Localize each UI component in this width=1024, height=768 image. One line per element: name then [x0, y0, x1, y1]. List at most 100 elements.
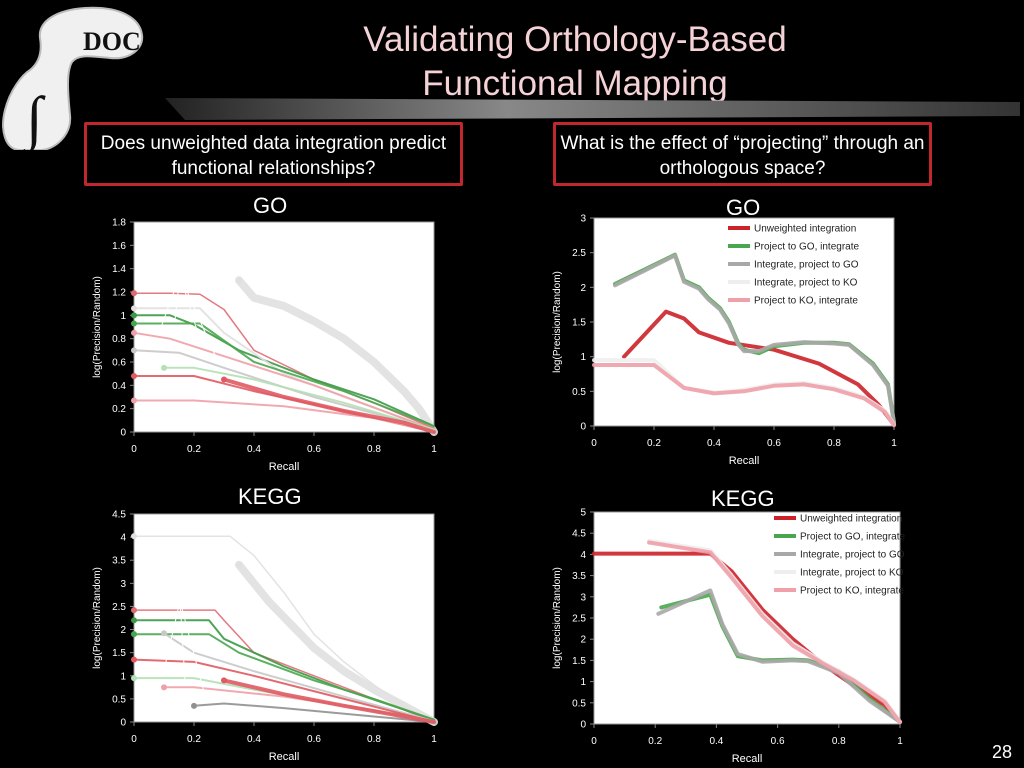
x-tick-label: 0.6: [307, 734, 321, 745]
y-tick-label: 1.5: [572, 656, 586, 667]
series-marker: [131, 675, 137, 682]
y-tick-label: 1.4: [112, 264, 126, 275]
annotation-pointer: [179, 274, 216, 356]
y-tick-label: 1.5: [112, 648, 126, 659]
y-tick-label: 0.6: [112, 358, 126, 369]
y-tick-label: 1: [580, 352, 586, 363]
series-line: [222, 678, 436, 724]
x-tick-label: 0.4: [247, 734, 261, 745]
legend-label: Project to GO, integrate: [800, 532, 905, 543]
y-tick-label: 2: [580, 635, 586, 646]
series-marker: [131, 312, 137, 319]
annotation-individual-datasets-go: Individual datasets: [160, 246, 216, 278]
y-tick-label: 3.5: [572, 571, 586, 582]
y-tick-label: 0.2: [112, 404, 126, 415]
title-line-1: Validating Orthology-Based: [363, 20, 787, 59]
x-tick-label: 0.6: [771, 736, 785, 747]
y-tick-label: 2: [120, 625, 126, 636]
series-line: [133, 331, 435, 431]
series-marker: [131, 329, 137, 336]
y-tick-label: 1: [120, 311, 126, 322]
x-tick-label: 0.6: [307, 444, 321, 455]
legend-label: Integrate, project to GO: [754, 260, 859, 271]
y-tick-label: 0: [120, 428, 126, 439]
y-tick-label: 1: [580, 677, 586, 688]
legend-label: Integrate, project to KO: [754, 278, 858, 289]
series-marker: [131, 320, 137, 327]
x-tick-label: 0.4: [247, 444, 261, 455]
series-marker: [221, 677, 227, 684]
y-tick-label: 1: [120, 671, 126, 682]
annotation-unsupervised-integration-kegg: Unsupervised integration: [337, 554, 417, 586]
y-tick-label: 4: [120, 533, 126, 544]
y-tick-label: 2.5: [112, 602, 126, 613]
x-tick-label: 0.2: [187, 444, 201, 455]
page-number: 28: [991, 742, 1012, 762]
chart-kegg-projection: 0 0.5 1 1.5 2 2.5 3 3.5 4 4.5 5 0 0.2 0.4 0.6 0.8 1 Recal…: [552, 508, 905, 766]
logo-scroll-shape: [2, 6, 144, 150]
annotation-individual-datasets-kegg: Individual datasets: [165, 561, 221, 593]
annotation-pointer: [174, 274, 181, 321]
y-tick-label: 5: [580, 508, 586, 519]
x-tick-label: 1: [431, 734, 437, 745]
y-tick-label: 1.5: [572, 318, 586, 329]
series-line: [235, 276, 438, 436]
series-marker: [131, 373, 137, 379]
x-axis-label: Recall: [729, 455, 760, 467]
x-tick-label: 0.4: [707, 438, 721, 449]
series-marker: [191, 702, 197, 709]
logo-text: DOC: [83, 27, 141, 56]
y-tick-label: 0.8: [112, 334, 126, 345]
y-tick-label: 4: [580, 550, 586, 561]
chart-go-individual: 0 0.2 0.4 0.6 0.8 1 1.2 1.4 1.6 1.8 0 0.2 0.4 0.6 0.8 1…: [92, 218, 438, 473]
y-tick-label: 0.4: [112, 381, 126, 392]
chart-title-go-left: GO: [253, 193, 288, 218]
annotation-pointer: [179, 600, 186, 682]
x-tick-label: 0.6: [767, 438, 781, 449]
legend-label: Project to GO, integrate: [754, 242, 859, 253]
series-marker: [131, 607, 137, 614]
y-tick-label: 1.2: [112, 288, 126, 299]
annotation-pointer: [159, 274, 181, 331]
x-tick-label: 1: [891, 438, 897, 449]
legend-label: Integrate, project to GO: [800, 550, 905, 561]
x-tick-label: 0: [591, 438, 597, 449]
series-marker: [131, 617, 137, 624]
x-axis-label: Recall: [269, 751, 300, 763]
x-axis-label: Recall: [269, 461, 300, 473]
y-axis-label: log(Precision/Random): [552, 271, 563, 373]
x-tick-label: 0: [131, 734, 137, 745]
y-tick-label: 1.8: [112, 218, 126, 229]
y-tick-label: 3: [580, 592, 586, 603]
y-axis-label: log(Precision/Random): [92, 567, 103, 669]
series-line: [163, 632, 435, 723]
x-tick-label: 0.8: [367, 444, 381, 455]
series-line: [613, 253, 896, 425]
x-tick-label: 1: [431, 444, 437, 455]
x-tick-label: 1: [897, 736, 903, 747]
x-tick-label: 0.2: [187, 734, 201, 745]
doc-logo: DOC ∫: [2, 6, 144, 150]
question-left-text: Does unweighted data integration predict…: [100, 133, 447, 179]
slide-title: Validating Orthology-Based Functional Ma…: [300, 18, 850, 106]
series-marker: [161, 684, 167, 691]
series-marker: [131, 397, 137, 404]
annotation-pointer: [164, 600, 181, 667]
series-marker: [221, 376, 227, 383]
series-line: [133, 658, 435, 723]
series-marker: [236, 561, 242, 568]
y-tick-label: 0.5: [572, 387, 586, 398]
series-marker: [131, 533, 137, 540]
y-tick-label: 3: [580, 214, 586, 225]
y-tick-label: 2.5: [572, 248, 586, 259]
y-tick-label: 3: [120, 579, 126, 590]
x-tick-label: 0: [591, 736, 597, 747]
y-axis-label: log(Precision/Random): [92, 276, 103, 378]
series-line: [222, 377, 436, 434]
series-line: [163, 366, 435, 431]
annotation-unsupervised-integration-go: Unsupervised integration: [337, 264, 417, 296]
y-tick-label: 1.6: [112, 241, 126, 252]
y-tick-label: 0: [120, 718, 126, 729]
x-tick-label: 0.2: [647, 438, 661, 449]
chart-title-go-right: GO: [726, 195, 761, 220]
